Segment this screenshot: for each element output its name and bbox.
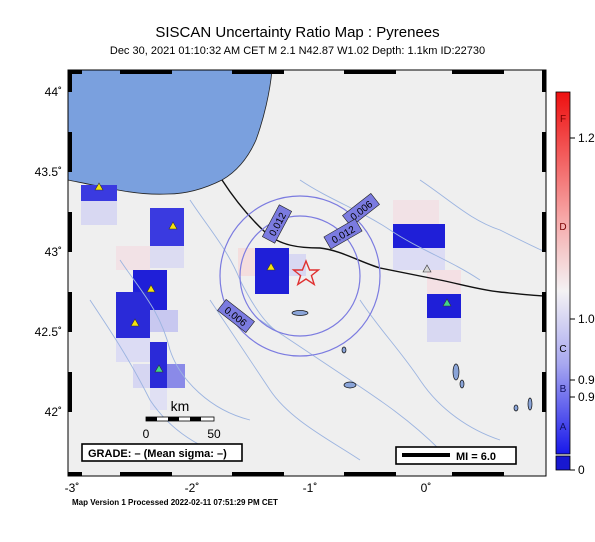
ratio-cell	[427, 318, 461, 342]
event-info: Dec 30, 2021 01:10:32 AM CET M 2.1 N42.8…	[109, 45, 486, 57]
longitude-labels: -3˚ -2˚ -1˚ 0˚	[65, 481, 432, 495]
map-frame	[67, 69, 547, 477]
contour-labels: 0.006 0.012 0.012 0.006	[217, 192, 380, 334]
colorbar-value: 1.2	[578, 131, 595, 145]
ratio-cell	[116, 292, 150, 338]
ratio-cell	[150, 388, 167, 410]
ratio-cell	[150, 342, 167, 388]
ratio-cell	[167, 364, 185, 388]
mi-text: MI = 6.0	[456, 451, 496, 463]
ratio-cell	[427, 270, 461, 294]
lakes	[291, 310, 533, 412]
colorbar-value: 0.9	[578, 390, 595, 404]
colorbar-letter: B	[560, 384, 567, 395]
lat-label: 44˚	[45, 85, 62, 99]
latitude-labels: 44˚ 43.5˚ 43˚ 42.5˚ 42˚	[35, 85, 62, 419]
ratio-cell	[238, 248, 255, 276]
ratio-cell	[393, 224, 445, 248]
map-title: SISCAN Uncertainty Ratio Map : Pyrenees	[155, 24, 440, 41]
station-icon	[146, 284, 156, 293]
colorbar-value: 0.9	[578, 373, 595, 387]
lon-label: 0˚	[421, 481, 432, 495]
footer-text: Map Version 1 Processed 2022-02-11 07:51…	[72, 498, 278, 507]
ratio-cell	[116, 338, 150, 362]
ratio-cell	[150, 310, 178, 332]
colorbar-letter: D	[559, 222, 566, 233]
scale-unit: km	[171, 398, 190, 414]
ratio-cell	[393, 200, 439, 224]
station-icon	[442, 298, 452, 307]
ratio-cell	[150, 246, 184, 268]
ratio-cell	[133, 364, 150, 388]
lon-label: -3˚	[65, 481, 80, 495]
station-icon	[422, 264, 432, 273]
ratio-cell	[255, 248, 289, 294]
station-icon	[168, 221, 178, 230]
lat-label: 42.5˚	[35, 325, 62, 339]
lat-label: 43.5˚	[35, 165, 62, 179]
ratio-cell	[150, 208, 184, 246]
scale-max: 50	[207, 427, 221, 441]
colorbar-letter: A	[560, 422, 567, 433]
epicenter-star-icon	[291, 259, 321, 287]
grade-text: GRADE: – (Mean sigma: –)	[88, 448, 227, 460]
lon-label: -2˚	[185, 481, 200, 495]
colorbar-letter: C	[559, 344, 566, 355]
station-icon	[266, 262, 276, 271]
grade-box: GRADE: – (Mean sigma: –)	[81, 443, 243, 462]
colorbar: F D C B A 1.2 1.0 0.9 0.9 0	[555, 91, 595, 477]
ratio-cell	[81, 201, 117, 225]
mi-box: MI = 6.0	[395, 446, 517, 465]
stations	[94, 182, 452, 373]
station-icon	[154, 364, 164, 373]
lat-label: 42˚	[45, 405, 62, 419]
station-icon	[94, 182, 104, 191]
lat-label: 43˚	[45, 245, 62, 259]
contours	[219, 195, 381, 357]
scale-min: 0	[143, 427, 150, 441]
ratio-cell	[81, 185, 117, 201]
ratio-cell	[116, 246, 150, 270]
station-icon	[130, 318, 140, 327]
colorbar-value: 1.0	[578, 312, 595, 326]
colorbar-value: 0	[578, 463, 585, 477]
lon-label: -1˚	[303, 481, 318, 495]
colorbar-letter: F	[560, 114, 566, 125]
scale-bar: km 0 50	[143, 398, 221, 441]
ratio-cell	[393, 248, 445, 270]
